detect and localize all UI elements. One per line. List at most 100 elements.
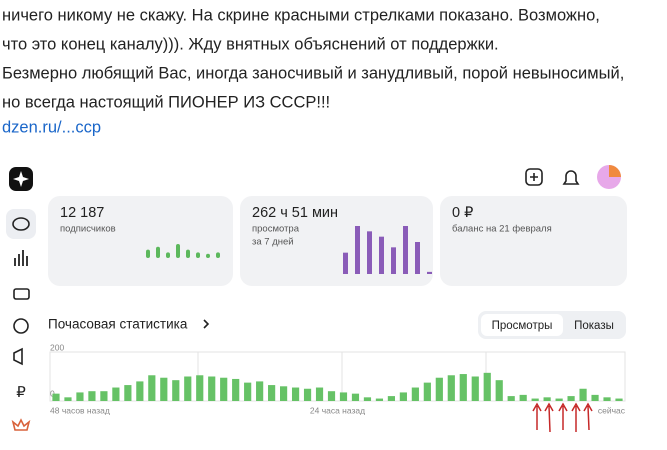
bar	[196, 375, 204, 401]
bar	[315, 387, 324, 401]
avatar-part	[609, 165, 621, 177]
bar	[148, 375, 156, 401]
x-label: сейчас	[598, 405, 626, 415]
spark-bar	[427, 271, 432, 274]
nav-comments[interactable]	[13, 318, 29, 334]
bar	[447, 375, 455, 401]
nav-money[interactable]: ₽	[16, 384, 26, 401]
section-title[interactable]: Почасовая статистика	[48, 317, 188, 332]
y-tick-label: 200	[50, 342, 64, 352]
spark-bar	[166, 252, 170, 258]
spark-bar	[156, 246, 160, 258]
bar	[591, 394, 599, 401]
nav-stats[interactable]	[14, 250, 28, 266]
card-label: подписчиков	[60, 224, 116, 235]
bar	[567, 396, 575, 401]
add-button[interactable]	[525, 168, 543, 186]
bar	[339, 392, 348, 401]
bar	[351, 393, 360, 401]
spark-bar	[343, 252, 348, 274]
bar	[375, 398, 384, 401]
bar	[52, 393, 60, 401]
spark-bar	[146, 249, 150, 258]
bar	[208, 376, 216, 401]
bar	[603, 397, 611, 401]
bar	[399, 392, 407, 401]
spark-bar	[403, 226, 408, 274]
card-label: баланс на 21 февраля	[452, 224, 552, 235]
bar	[555, 398, 563, 401]
bar	[160, 377, 168, 401]
stat-card	[440, 196, 627, 286]
bar	[495, 380, 503, 401]
bar	[507, 396, 515, 401]
y-tick-label: 0	[50, 388, 55, 398]
tab[interactable]: Показы	[574, 320, 614, 332]
spark-bar	[196, 252, 200, 258]
bar	[543, 397, 551, 401]
stat-card	[240, 196, 433, 286]
bar	[435, 377, 443, 401]
bar	[363, 397, 372, 401]
bar	[483, 372, 491, 401]
bar	[423, 382, 431, 401]
nav-premium[interactable]	[11, 418, 31, 431]
bar	[519, 394, 527, 401]
add-icon	[530, 173, 538, 181]
post-line: что это конец каналу))). Жду внятных объ…	[2, 35, 499, 53]
spark-bar	[379, 236, 384, 274]
chevron	[203, 319, 210, 329]
post-line: Безмерно любящий Вас, иногда заносчивый …	[2, 64, 624, 82]
x-label: 48 часов назад	[50, 405, 110, 415]
spark-bar	[415, 242, 420, 274]
spark-bar	[216, 252, 220, 258]
bar	[124, 385, 132, 401]
nav-promo[interactable]	[13, 347, 23, 366]
logo-star	[13, 171, 29, 187]
bar	[112, 387, 120, 401]
post-line: но всегда настоящий ПИОНЕР ИЗ СССР!!!	[2, 93, 330, 111]
tab-active-bg	[481, 314, 563, 336]
bar	[88, 391, 96, 401]
card-label: просмотра	[252, 224, 300, 235]
bar	[531, 398, 539, 401]
x-label: 24 часа назад	[310, 405, 365, 415]
bar	[256, 381, 264, 401]
card-sublabel: за 7 дней	[252, 237, 294, 248]
nav-icon	[12, 217, 30, 231]
spark-bar	[355, 226, 360, 274]
tab[interactable]: Просмотры	[492, 320, 553, 332]
stat-card	[48, 196, 233, 286]
bar	[268, 385, 276, 401]
nav-content[interactable]	[13, 288, 30, 300]
card-value: 12 187	[60, 205, 104, 221]
bar	[184, 376, 192, 401]
bar	[579, 388, 587, 401]
bar	[64, 397, 72, 401]
bar	[411, 387, 419, 401]
spark-bar	[391, 247, 396, 274]
bar	[459, 374, 467, 401]
spark-bar	[186, 249, 190, 258]
post-line: ничего никому не скажу. На скрине красны…	[2, 6, 600, 24]
bar	[244, 382, 252, 401]
bar	[615, 398, 623, 401]
notifications[interactable]	[562, 170, 580, 185]
bar	[291, 387, 300, 401]
bar	[387, 396, 395, 401]
bar	[172, 380, 180, 401]
bar	[327, 391, 336, 401]
spark-bar	[176, 244, 180, 258]
bar	[136, 381, 144, 401]
post-link[interactable]: dzen.ru/...ccp	[2, 118, 101, 136]
bar	[76, 392, 84, 401]
card-value: 0 ₽	[452, 205, 474, 221]
red-arrows	[532, 402, 593, 433]
bar	[220, 377, 228, 401]
bar	[100, 391, 108, 401]
bar	[232, 378, 240, 401]
card-value: 262 ч 51 мин	[252, 205, 338, 221]
nav-active[interactable]	[6, 209, 36, 239]
